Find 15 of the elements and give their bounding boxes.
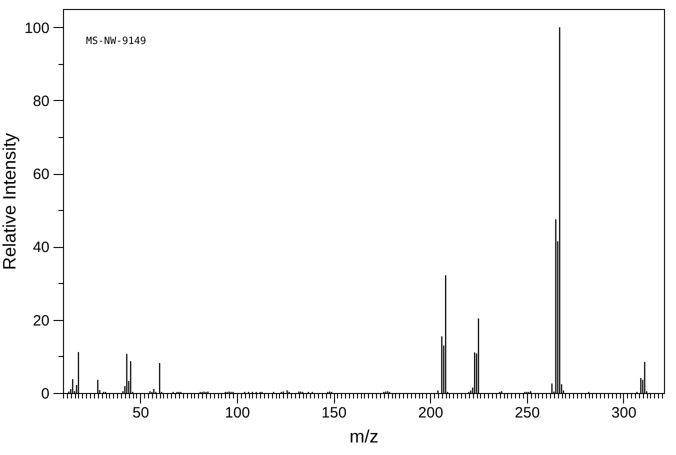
- x-tick-label: 100: [224, 404, 250, 422]
- y-tick-label: 100: [24, 20, 50, 37]
- x-tick-label: 250: [514, 404, 540, 422]
- x-tick-label: 50: [132, 404, 150, 422]
- x-axis-title: m/z: [350, 426, 378, 446]
- y-tick-label: 20: [32, 312, 50, 330]
- y-tick-label: 80: [32, 92, 50, 110]
- y-axis-title: Relative Intensity: [0, 132, 20, 270]
- x-tick-label: 300: [611, 404, 636, 422]
- x-tick-label: 200: [418, 404, 444, 422]
- y-tick-label: 40: [32, 239, 50, 256]
- y-tick-label: 60: [32, 166, 50, 184]
- x-tick-label: 150: [322, 404, 347, 422]
- annotation: MS-NW-9149: [86, 36, 146, 47]
- y-tick-label: 0: [41, 386, 50, 402]
